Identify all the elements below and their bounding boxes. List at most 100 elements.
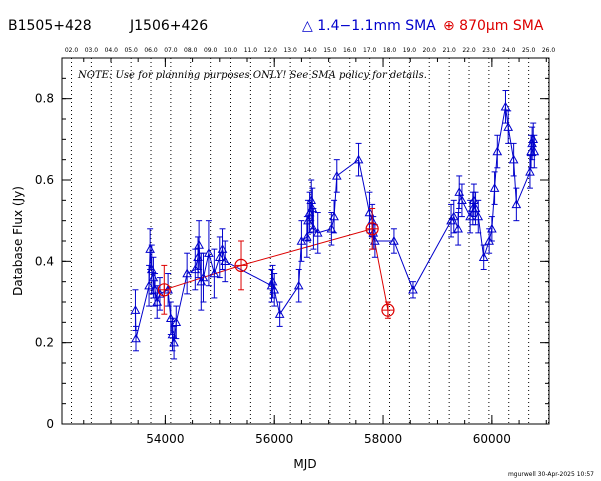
triangle-marker bbox=[269, 284, 280, 294]
blue-data-point bbox=[487, 216, 497, 242]
triangle-marker bbox=[293, 280, 304, 290]
triangle-marker bbox=[130, 305, 141, 314]
legend-red-series: ⊕ 870μm SMA bbox=[443, 18, 544, 34]
year-label: 22.0 bbox=[462, 47, 476, 54]
y-axis: 0 0.2 0.4 0.6 0.8 bbox=[35, 92, 549, 431]
triangle-marker bbox=[155, 288, 165, 298]
blue-data-point bbox=[209, 248, 220, 299]
blue-data-point bbox=[453, 212, 463, 246]
year-label: 14.0 bbox=[303, 47, 317, 54]
year-label: 24.0 bbox=[502, 47, 516, 54]
triangle-marker bbox=[500, 101, 511, 111]
blue-data-point bbox=[448, 199, 459, 234]
triangle-marker bbox=[329, 211, 339, 221]
red-data-point bbox=[234, 240, 248, 291]
triangle-marker bbox=[478, 252, 489, 261]
triangle-marker bbox=[331, 170, 342, 180]
x-axis: 54000 56000 58000 60000 bbox=[146, 58, 511, 446]
triangle-marker bbox=[408, 284, 418, 294]
x-axis-label: MJD bbox=[293, 457, 316, 471]
blue-data-point bbox=[204, 220, 214, 287]
year-label: 12.0 bbox=[264, 47, 278, 54]
triangle-marker bbox=[312, 227, 323, 237]
x-tick-label: 58000 bbox=[364, 432, 402, 446]
blue-data-point bbox=[353, 142, 364, 177]
blue-data-point bbox=[408, 281, 418, 299]
year-label: 04.0 bbox=[105, 47, 119, 54]
triangle-marker bbox=[220, 256, 231, 266]
y-tick-label: 0.4 bbox=[35, 254, 54, 268]
year-label: 18.0 bbox=[383, 47, 397, 54]
year-label: 17.0 bbox=[363, 47, 377, 54]
triangle-marker bbox=[492, 146, 503, 156]
triangle-marker bbox=[508, 154, 519, 164]
triangle-marker bbox=[131, 333, 141, 343]
y-tick-label: 0.6 bbox=[35, 173, 54, 187]
y-tick-label: 0.8 bbox=[35, 92, 54, 106]
blue-data-point bbox=[525, 155, 535, 189]
blue-data-point bbox=[190, 248, 201, 291]
year-label: 23.0 bbox=[482, 47, 496, 54]
legend-blue-series: △ 1.4−1.1mm SMA bbox=[302, 18, 436, 34]
triangle-marker bbox=[204, 248, 214, 257]
triangle-marker bbox=[274, 309, 285, 318]
triangle-marker bbox=[525, 166, 535, 176]
year-label: 19.0 bbox=[403, 47, 417, 54]
triangle-marker bbox=[144, 280, 154, 290]
blue-data-point bbox=[214, 236, 225, 279]
blue-data-point bbox=[220, 240, 231, 283]
blue-data-point bbox=[130, 289, 141, 331]
triangle-marker bbox=[454, 187, 465, 196]
year-label: 02.0 bbox=[65, 47, 79, 54]
year-label: 08.0 bbox=[184, 47, 198, 54]
top-year-axis: 02.0 03.0 04.0 05.0 06.0 07.0 08.0 09.0 10.0 11.0… bbox=[65, 47, 556, 54]
y-axis-label: Database Flux (Jy) bbox=[11, 186, 25, 296]
year-label: 13.0 bbox=[283, 47, 297, 54]
triangle-marker bbox=[308, 223, 319, 233]
triangle-marker bbox=[487, 223, 497, 233]
x-tick-label: 54000 bbox=[146, 432, 184, 446]
blue-data-point bbox=[131, 325, 141, 352]
blue-data-point bbox=[503, 110, 514, 144]
x-tick-label: 56000 bbox=[255, 432, 293, 446]
blue-data-point bbox=[308, 207, 319, 250]
blue-data-point bbox=[293, 268, 304, 303]
year-label: 07.0 bbox=[164, 47, 178, 54]
year-label: 25.0 bbox=[522, 47, 536, 54]
blue-data-point bbox=[457, 183, 467, 218]
y-tick-label: 0.2 bbox=[35, 336, 54, 350]
blue-data-point bbox=[329, 199, 339, 234]
triangle-marker bbox=[171, 317, 182, 327]
blue-data-point bbox=[508, 142, 519, 177]
triangle-marker bbox=[528, 134, 539, 144]
year-label: 11.0 bbox=[244, 47, 258, 54]
triangle-marker bbox=[470, 203, 481, 213]
triangle-marker bbox=[152, 296, 163, 306]
triangle-marker bbox=[448, 211, 459, 221]
blue-data-point bbox=[274, 301, 285, 327]
red-data-point bbox=[157, 264, 171, 315]
triangle-marker bbox=[453, 223, 463, 233]
year-label: 26.0 bbox=[542, 47, 556, 54]
blue-data-point bbox=[198, 252, 209, 303]
year-label: 21.0 bbox=[442, 47, 456, 54]
blue-data-point bbox=[296, 220, 307, 262]
triangle-marker bbox=[214, 252, 225, 261]
triangle-marker bbox=[169, 337, 179, 347]
triangle-marker bbox=[194, 240, 204, 249]
year-label: 09.0 bbox=[204, 47, 218, 54]
triangle-marker bbox=[529, 146, 540, 156]
triangle-marker bbox=[489, 183, 500, 192]
triangle-marker bbox=[182, 268, 193, 278]
triangle-marker bbox=[209, 268, 220, 278]
blue-data-point bbox=[269, 273, 280, 307]
triangle-marker bbox=[511, 199, 522, 209]
blue-data-point bbox=[489, 171, 500, 205]
source-alt-name: J1506+426 bbox=[129, 18, 208, 34]
triangle-marker bbox=[473, 211, 484, 221]
blue-data-point bbox=[182, 252, 193, 295]
year-label: 10.0 bbox=[224, 47, 238, 54]
triangle-marker bbox=[503, 122, 514, 131]
year-label: 03.0 bbox=[85, 47, 99, 54]
